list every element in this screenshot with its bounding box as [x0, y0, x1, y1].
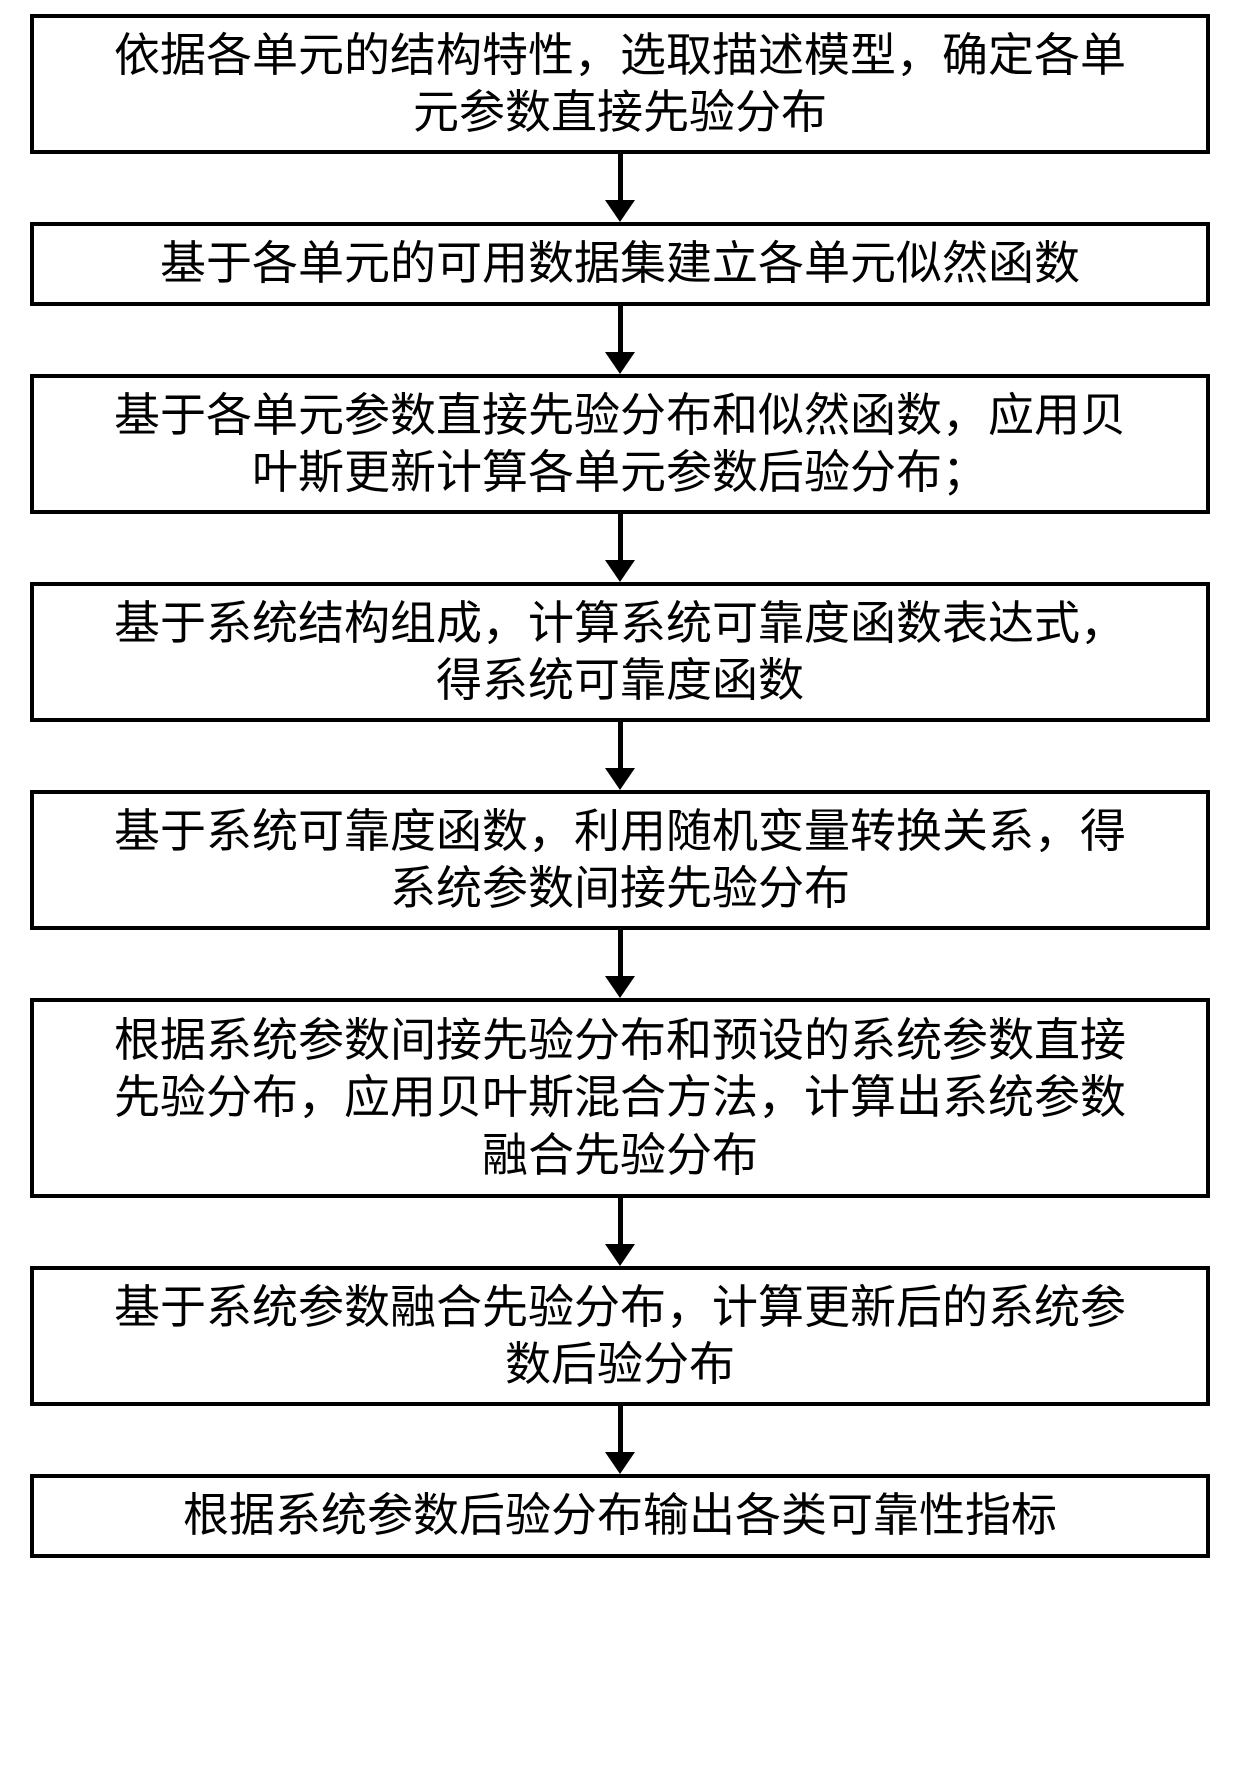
flowchart-node-4: 基于系统结构组成，计算系统可靠度函数表达式， 得系统可靠度函数 [30, 582, 1210, 722]
flowchart-node-8: 根据系统参数后验分布输出各类可靠性指标 [30, 1474, 1210, 1558]
flowchart-node-6: 根据系统参数间接先验分布和预设的系统参数直接 先验分布，应用贝叶斯混合方法，计算… [30, 998, 1210, 1198]
flowchart-canvas: 依据各单元的结构特性，选取描述模型，确定各单 元参数直接先验分布基于各单元的可用… [0, 0, 1240, 1779]
flowchart-node-3: 基于各单元参数直接先验分布和似然函数，应用贝 叶斯更新计算各单元参数后验分布； [30, 374, 1210, 514]
flowchart-node-2: 基于各单元的可用数据集建立各单元似然函数 [30, 222, 1210, 306]
flowchart-node-1: 依据各单元的结构特性，选取描述模型，确定各单 元参数直接先验分布 [30, 14, 1210, 154]
flowchart-node-5: 基于系统可靠度函数，利用随机变量转换关系，得 系统参数间接先验分布 [30, 790, 1210, 930]
flowchart-node-7: 基于系统参数融合先验分布，计算更新后的系统参 数后验分布 [30, 1266, 1210, 1406]
